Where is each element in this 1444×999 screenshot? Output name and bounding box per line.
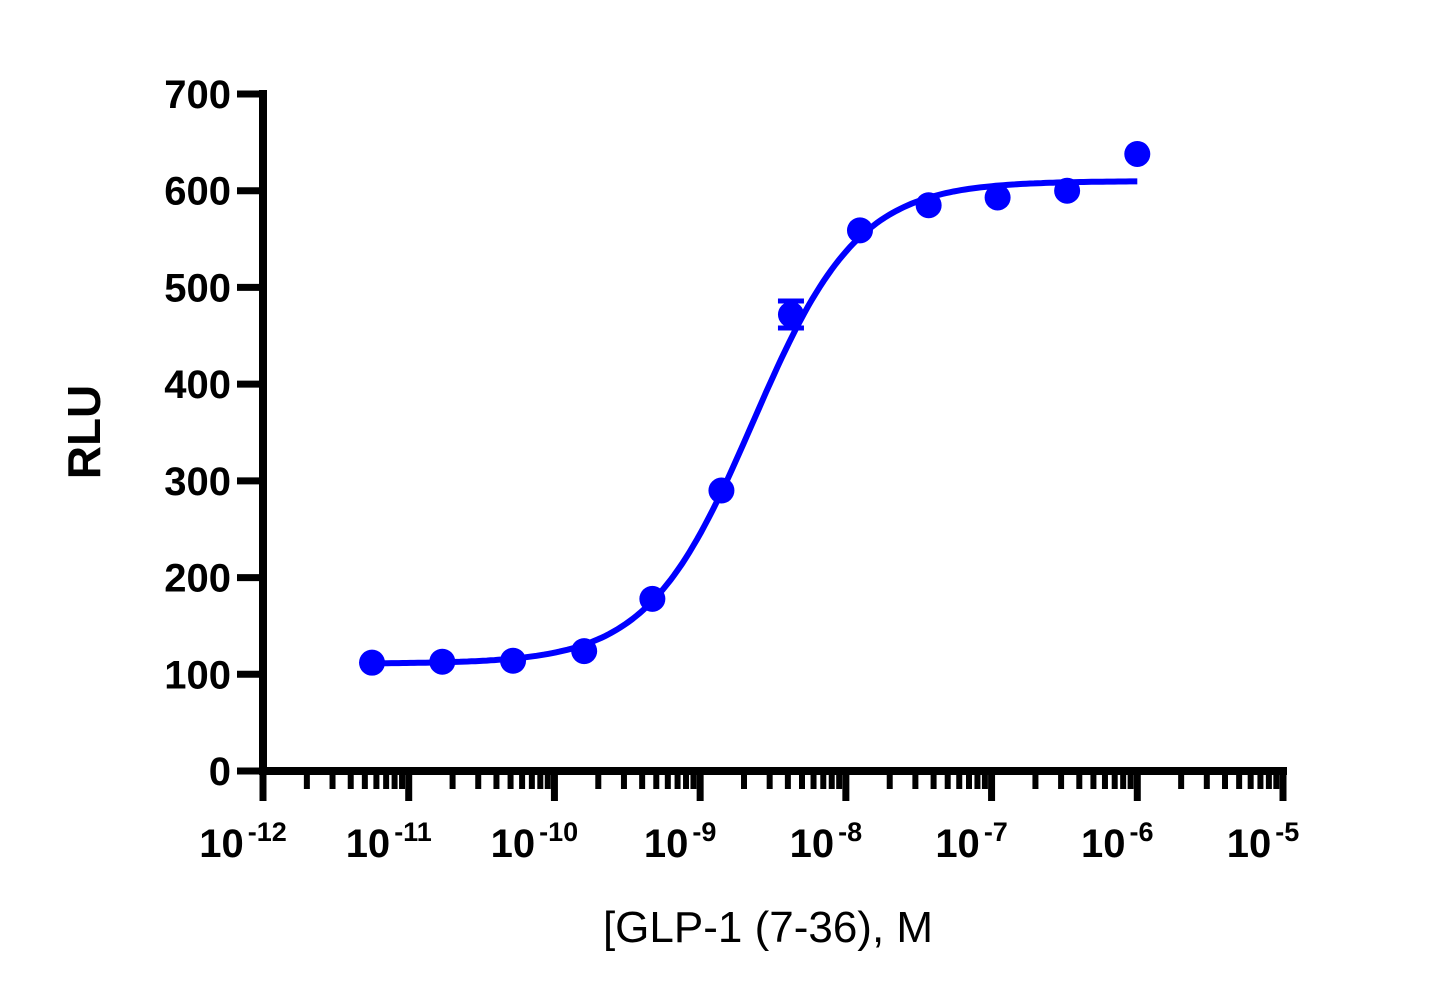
data-point (777, 301, 804, 328)
data-point (571, 638, 598, 665)
y-tick-label: 300 (164, 460, 231, 504)
data-point (429, 648, 456, 675)
data-point (639, 585, 666, 612)
data-point (915, 192, 942, 219)
data-point (984, 184, 1011, 211)
y-tick-label: 500 (164, 266, 231, 310)
y-tick-label: 200 (164, 557, 231, 601)
data-point (846, 217, 873, 244)
y-tick-label: 600 (164, 170, 231, 214)
data-point (708, 477, 735, 504)
x-tick-label: 10 -8 (790, 817, 863, 866)
data-point (1124, 140, 1151, 167)
fit-curve (372, 178, 1138, 667)
y-tick-label: 100 (164, 653, 231, 697)
x-tick-label: 10 -7 (935, 817, 1008, 866)
x-tick-label: 10 -9 (644, 817, 717, 866)
x-tick-label: 10 -12 (199, 817, 287, 866)
x-tick-label: 10 -10 (491, 817, 579, 866)
y-tick-label: 400 (164, 363, 231, 407)
x-tick-label: 10 -5 (1227, 817, 1300, 866)
y-tick-label: 700 (164, 73, 231, 117)
series-layer (359, 140, 1151, 676)
data-point (359, 649, 386, 676)
data-point (500, 647, 527, 674)
x-tick-label: 10 -6 (1081, 817, 1154, 866)
y-tick-label: 0 (209, 750, 231, 794)
x-tick-label: 10 -11 (346, 817, 432, 866)
axes: 0 100 200 300 400 500 600 700 10 -12 10 -11 10 -10 10-… (164, 73, 1299, 866)
data-point (1054, 177, 1081, 204)
x-axis-title: [GLP-1 (7-36), M (603, 903, 933, 952)
y-axis-title: RLU (58, 385, 110, 480)
